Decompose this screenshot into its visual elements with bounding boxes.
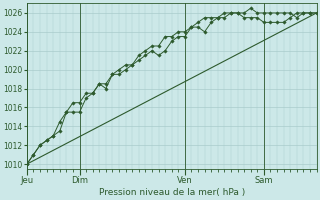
X-axis label: Pression niveau de la mer( hPa ): Pression niveau de la mer( hPa ) [99,188,245,197]
